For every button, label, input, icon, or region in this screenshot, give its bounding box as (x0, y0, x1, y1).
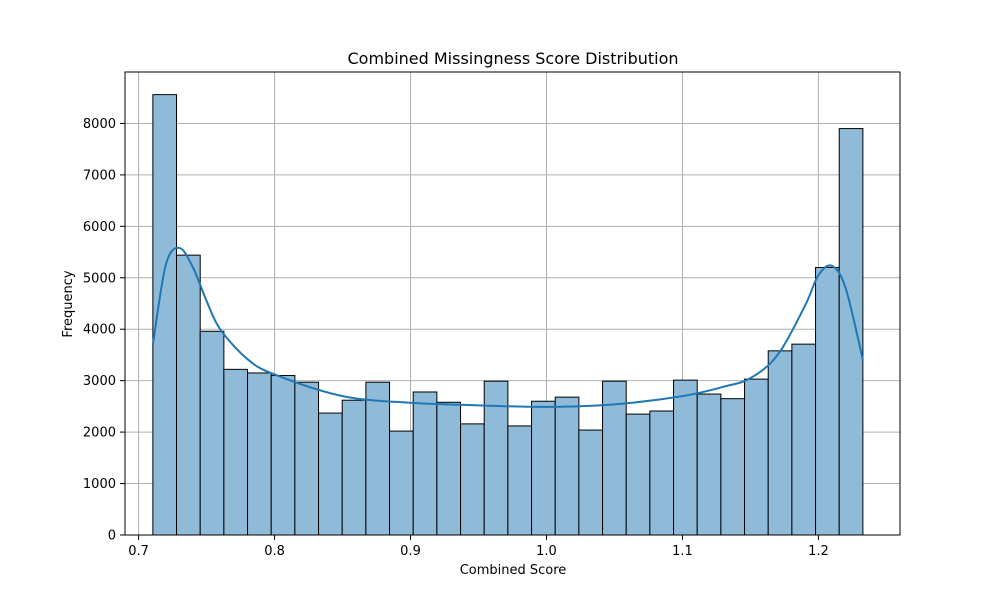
axes-frame (124, 71, 901, 536)
histogram-bar (365, 381, 391, 536)
histogram-bar (649, 410, 675, 536)
y-tick-label: 4000 (83, 323, 116, 338)
histogram-bar (578, 429, 604, 536)
x-tick-label: 0.9 (400, 544, 421, 559)
y-tick-label: 5000 (83, 271, 116, 286)
histogram-bar (507, 425, 533, 536)
histogram-bar (460, 423, 485, 536)
histogram-bar (744, 378, 769, 536)
x-tick-label: 1.2 (808, 544, 829, 559)
histogram-bar (483, 380, 509, 536)
histogram-bar (436, 401, 462, 536)
x-tick-label: 0.8 (264, 544, 285, 559)
y-axis-ticks: 0 1000 2000 3000 4000 5000 6000 7000 8000 (83, 117, 125, 544)
x-tick-label: 0.7 (128, 544, 149, 559)
y-tick-label: 6000 (83, 220, 116, 235)
histogram-bar (673, 379, 698, 536)
histogram-bar (838, 128, 864, 536)
histogram-bar (199, 330, 225, 536)
x-tick-label: 1.1 (672, 544, 693, 559)
histogram-bar (223, 368, 249, 536)
y-tick-label: 0 (108, 529, 116, 544)
histogram-bar (270, 375, 296, 536)
histogram-bar (412, 391, 438, 536)
histogram-bar (767, 350, 793, 536)
kde-curve (151, 246, 864, 408)
histogram-bar (815, 266, 840, 536)
chart-title: Combined Missingness Score Distribution (347, 49, 678, 68)
y-tick-label: 8000 (83, 117, 116, 132)
histogram-bar (318, 412, 343, 536)
histogram-bar (554, 396, 580, 536)
histogram-bar (341, 399, 367, 536)
y-axis-title: Frequency (61, 270, 76, 337)
histogram-bar (531, 400, 556, 536)
y-tick-label: 1000 (83, 477, 116, 492)
y-tick-label: 2000 (83, 426, 116, 441)
histogram-bar (625, 413, 651, 536)
x-axis-title: Combined Score (460, 563, 567, 578)
histogram-bar (247, 372, 272, 536)
histogram-bar (791, 343, 817, 536)
x-tick-label: 1.0 (536, 544, 557, 559)
histogram-bar (294, 381, 320, 536)
y-tick-label: 7000 (83, 168, 116, 183)
histogram-bars (152, 94, 864, 536)
y-tick-label: 3000 (83, 374, 116, 389)
histogram-bar (720, 398, 746, 536)
x-axis-ticks: 0.7 0.8 0.9 1.0 1.1 1.2 (128, 535, 829, 559)
histogram-bar (176, 254, 201, 536)
histogram-bar (389, 430, 414, 536)
histogram-bar (696, 393, 722, 536)
